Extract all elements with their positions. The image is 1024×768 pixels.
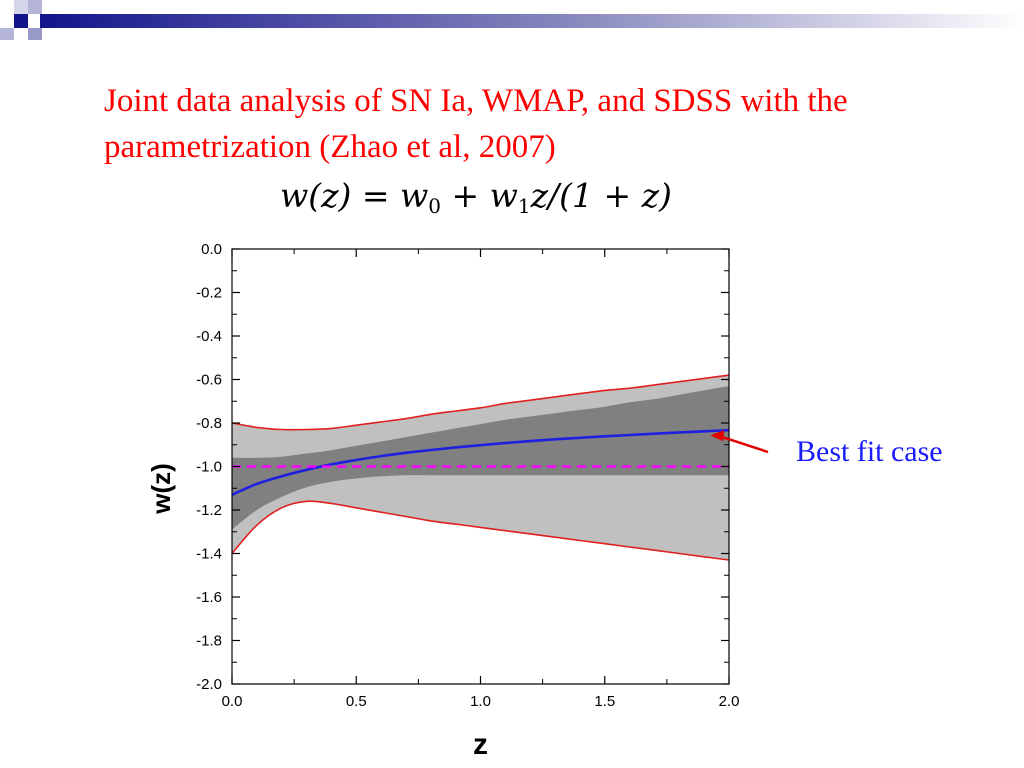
upper-bound-line xyxy=(231,374,730,431)
deco-square xyxy=(28,28,42,40)
best-fit-line xyxy=(231,428,730,496)
formula-w0-sub: 0 xyxy=(428,194,442,218)
x-tick-label: 0.5 xyxy=(346,693,367,710)
best-fit-arrow xyxy=(719,435,769,454)
deco-square xyxy=(0,0,14,14)
y-tick-label: 0.0 xyxy=(201,241,222,258)
x-axis-label: z xyxy=(473,728,488,761)
formula-w1: w xyxy=(489,176,518,215)
y-tick-label: -0.6 xyxy=(196,372,222,389)
formula-plus: + xyxy=(441,176,490,215)
y-tick-label: -0.4 xyxy=(196,328,222,345)
header-gradient-bar xyxy=(40,14,1024,28)
formula-equals: = xyxy=(351,176,401,215)
y-tick-label: -0.8 xyxy=(196,415,222,432)
formula-rest: z/(1 + z) xyxy=(530,176,672,215)
corner-decoration xyxy=(0,0,1024,40)
y-axis-label: w(z) xyxy=(146,463,176,515)
y-tick-label: -0.2 xyxy=(196,285,222,302)
y-tick-label: -1.4 xyxy=(196,546,222,563)
best-fit-annotation: Best fit case xyxy=(796,435,943,468)
y-tick-label: -1.0 xyxy=(196,459,222,476)
x-tick-label: 1.5 xyxy=(594,693,615,710)
x-tick-label: 2.0 xyxy=(719,693,740,710)
y-tick-label: -1.2 xyxy=(196,502,222,519)
formula-lhs: w(z) xyxy=(280,176,352,215)
deco-square xyxy=(14,14,28,28)
y-tick-label: -1.6 xyxy=(196,589,222,606)
deco-square xyxy=(14,0,28,14)
x-tick-label: 0.0 xyxy=(222,693,243,710)
slide-title: Joint data analysis of SN Ia, WMAP, and … xyxy=(104,83,848,165)
formula-w0: w xyxy=(400,176,429,215)
axis-ticks: 0.0 0.5 1.0 1.5 2.0 0.0 -0.2 -0.4 -0.6 -0.8 -1.0 -1… xyxy=(196,241,739,710)
best-fit-arrowhead xyxy=(710,430,725,442)
x-tick-label: 1.0 xyxy=(470,693,491,710)
deco-square xyxy=(28,0,42,14)
chart-lines xyxy=(231,374,730,561)
y-tick-label: -1.8 xyxy=(196,633,222,650)
parametrization-formula: w(z) = w0 + w1z/(1 + z) xyxy=(280,176,672,218)
y-tick-label: -2.0 xyxy=(196,676,222,693)
band-1-sigma xyxy=(232,386,729,530)
deco-square xyxy=(0,28,14,40)
formula-w1-sub: 1 xyxy=(517,194,531,218)
lower-bound-line xyxy=(231,500,730,561)
